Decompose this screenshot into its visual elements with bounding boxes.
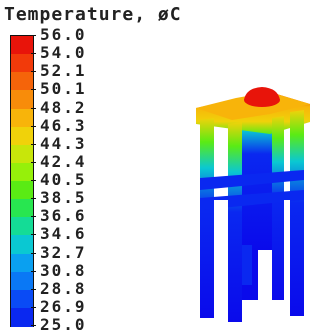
colorbar-tick-mark	[31, 252, 36, 254]
model-leg-back-right	[290, 110, 304, 316]
colorbar-tick-label: 34.6	[40, 224, 87, 244]
colorbar-tick-label: 28.8	[40, 278, 87, 298]
colorbar-tick-label: 52.1	[40, 61, 87, 81]
model-leg-front-left	[200, 118, 214, 318]
colorbar-swatch	[11, 162, 33, 182]
colorbar-tick-mark	[31, 270, 36, 272]
colorbar-tick-label: 50.1	[40, 79, 87, 99]
colorbar-swatch	[11, 126, 33, 146]
colorbar-swatch	[11, 199, 33, 219]
colorbar-tick-mark	[31, 89, 36, 91]
colorbar-tick-mark	[31, 306, 36, 308]
colorbar-tick-label: 36.6	[40, 206, 87, 226]
colorbar-tick-mark	[31, 180, 36, 181]
colorbar-tick-mark	[31, 325, 36, 326]
temperature-colorbar	[10, 35, 34, 327]
colorbar-swatch	[11, 235, 33, 255]
colorbar-swatch	[11, 253, 33, 273]
colorbar-tick-mark	[31, 125, 36, 127]
colorbar-tick-mark	[31, 234, 36, 236]
colorbar-tick-mark	[31, 143, 36, 145]
model-hot-dome-cap	[244, 87, 280, 100]
colorbar-swatch	[11, 90, 33, 110]
colorbar-tick-mark	[31, 216, 36, 218]
colorbar-swatch	[11, 108, 33, 128]
colorbar-swatch	[11, 144, 33, 164]
model-gap-left	[214, 212, 228, 312]
colorbar-tick-mark	[31, 288, 36, 290]
colorbar-tick-label: 42.4	[40, 151, 87, 171]
colorbar-swatch	[11, 36, 33, 55]
model-brace-gap	[214, 200, 228, 212]
colorbar-swatch	[11, 271, 33, 291]
colorbar-tick-label: 30.8	[40, 260, 87, 280]
legend-title: Temperature, øC	[4, 4, 182, 25]
colorbar-tick-label: 26.9	[40, 296, 87, 316]
colorbar-tick-label: 32.7	[40, 242, 87, 262]
colorbar-swatch	[11, 289, 33, 309]
colorbar-tick-mark	[31, 198, 36, 200]
colorbar-tick-label: 38.5	[40, 188, 87, 208]
colorbar-swatch	[11, 72, 33, 92]
colorbar-swatch	[11, 217, 33, 237]
colorbar-tick-label: 46.3	[40, 115, 87, 135]
colorbar-swatch	[11, 307, 33, 327]
model-leg-back-left	[272, 116, 284, 300]
colorbar-tick-label: 48.2	[40, 97, 87, 117]
colorbar-tick-label: 44.3	[40, 133, 87, 153]
colorbar-tick-mark	[31, 35, 36, 36]
colorbar-tick-mark	[31, 53, 36, 55]
model-gap-right	[284, 200, 290, 300]
colorbar-tick-mark	[31, 71, 36, 73]
colorbar-tick-label: 25.0	[40, 315, 87, 334]
colorbar-tick-label: 56.0	[40, 25, 87, 44]
colorbar-tick-mark	[31, 107, 36, 109]
colorbar-swatch	[11, 181, 33, 200]
model-leg-front-right	[228, 122, 242, 322]
colorbar-tick-label: 54.0	[40, 43, 87, 63]
colorbar-tick-mark	[31, 161, 36, 163]
colorbar-swatch	[11, 54, 33, 74]
colorbar-tick-label: 40.5	[40, 170, 87, 189]
model-brace-upper	[200, 170, 304, 190]
